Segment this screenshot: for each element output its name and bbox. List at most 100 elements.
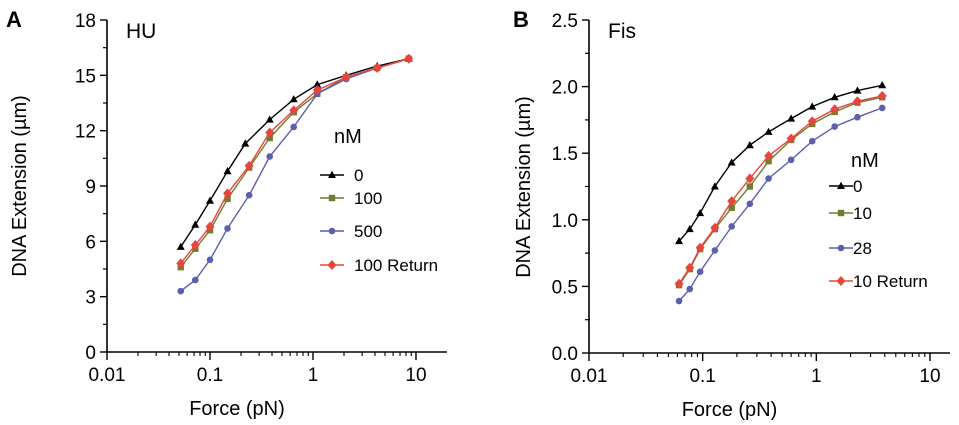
y-axis-title: DNA Extension (µm) bbox=[9, 95, 31, 277]
data-point bbox=[265, 127, 275, 138]
legend-item: 10 bbox=[829, 204, 872, 223]
y-tick-label: 15 bbox=[75, 66, 96, 87]
y-tick-label: 2.5 bbox=[552, 11, 578, 32]
data-point bbox=[710, 182, 719, 190]
data-point bbox=[746, 200, 754, 208]
data-point bbox=[266, 153, 274, 160]
chart-title: HU bbox=[126, 20, 156, 43]
series-line bbox=[678, 95, 883, 285]
y-tick-label: 12 bbox=[75, 122, 96, 143]
series-3 bbox=[674, 90, 887, 289]
data-point bbox=[728, 204, 735, 212]
y-axis-title: DNA Extension (µm) bbox=[513, 96, 535, 278]
legend-label: 500 bbox=[354, 222, 382, 241]
data-point bbox=[190, 240, 200, 251]
legend-item: 0 bbox=[829, 177, 862, 196]
panel-letter: A bbox=[6, 7, 22, 32]
data-point bbox=[245, 191, 253, 199]
panel-a-hu: A HU 0 3 6 9 12 15 18 0.01 0.1 1 10 Force (pN) DNA Ext… bbox=[6, 7, 447, 420]
data-point bbox=[727, 158, 736, 166]
x-axis-title: Force (pN) bbox=[189, 398, 285, 420]
data-point bbox=[695, 242, 705, 253]
data-point bbox=[223, 167, 232, 175]
data-point bbox=[241, 139, 250, 147]
x-tick-label: 0.01 bbox=[571, 366, 608, 387]
data-point bbox=[675, 236, 684, 245]
y-tick-label: 3 bbox=[85, 288, 96, 309]
x-tick-label: 0.1 bbox=[689, 366, 715, 387]
x-tick-label: 10 bbox=[919, 366, 940, 387]
legend: nM 0 100 500 100 Return bbox=[320, 126, 438, 275]
data-point bbox=[176, 258, 186, 269]
series-0 bbox=[176, 54, 413, 250]
y-tick-label: 2.0 bbox=[552, 78, 578, 99]
data-point bbox=[192, 276, 199, 284]
series-2 bbox=[675, 104, 886, 305]
data-point bbox=[745, 173, 755, 184]
data-point bbox=[289, 95, 298, 103]
chart-title: Fis bbox=[608, 20, 636, 43]
data-point bbox=[787, 156, 795, 164]
data-point bbox=[372, 62, 382, 73]
data-point bbox=[244, 160, 254, 171]
x-tick-label: 0.1 bbox=[197, 365, 223, 386]
legend-swatch-marker bbox=[837, 181, 845, 189]
series-line bbox=[678, 107, 883, 302]
legend-title: nM bbox=[851, 150, 879, 172]
panel-letter: B bbox=[513, 7, 529, 32]
data-point bbox=[710, 222, 720, 233]
legend-label: 100 Return bbox=[354, 256, 438, 275]
legend-swatch-marker bbox=[328, 194, 336, 202]
legend-swatch-marker bbox=[328, 170, 336, 178]
y-tick-label: 9 bbox=[85, 177, 96, 198]
data-point bbox=[878, 104, 886, 112]
data-point bbox=[786, 133, 796, 144]
data-point bbox=[711, 247, 719, 254]
data-point bbox=[728, 223, 735, 230]
data-point bbox=[727, 196, 737, 207]
data-point bbox=[830, 93, 839, 101]
data-point bbox=[765, 157, 772, 165]
data-point bbox=[807, 116, 817, 127]
y-tick-label: 6 bbox=[85, 232, 96, 253]
data-point bbox=[685, 224, 694, 233]
data-point bbox=[764, 127, 773, 135]
data-point bbox=[854, 113, 861, 121]
legend-swatch-marker bbox=[837, 209, 845, 217]
data-point bbox=[853, 86, 862, 94]
data-point bbox=[223, 188, 233, 199]
data-point bbox=[312, 85, 322, 96]
y-tick-label: 0.0 bbox=[552, 344, 578, 365]
legend-title: nM bbox=[334, 126, 362, 148]
legend-label: 10 bbox=[853, 204, 872, 223]
legend-item: 28 bbox=[829, 239, 872, 258]
data-point bbox=[265, 115, 274, 123]
data-point bbox=[224, 225, 231, 232]
data-point bbox=[224, 195, 231, 203]
legend-swatch-marker bbox=[837, 244, 845, 252]
data-point bbox=[205, 221, 215, 232]
y-tick-label: 0 bbox=[85, 343, 96, 364]
legend-swatch-marker bbox=[327, 260, 337, 270]
panel-b-fis: B Fis 0.0 0.5 1.0 1.5 2.0 2.5 0.01 0.1 1 10 Force (p… bbox=[513, 7, 950, 421]
legend-label: 100 bbox=[354, 189, 382, 208]
data-point bbox=[696, 208, 705, 217]
data-point bbox=[404, 53, 414, 64]
data-point bbox=[878, 81, 887, 89]
data-point bbox=[808, 102, 817, 110]
data-point bbox=[206, 256, 214, 264]
legend-item: 100 Return bbox=[320, 256, 438, 275]
data-point bbox=[177, 287, 185, 295]
x-tick-label: 0.01 bbox=[89, 365, 126, 386]
data-point bbox=[852, 96, 862, 107]
series-3 bbox=[176, 53, 414, 269]
data-point bbox=[205, 196, 214, 204]
data-point bbox=[808, 137, 816, 145]
legend-item: 0 bbox=[320, 166, 363, 185]
data-point bbox=[686, 285, 694, 293]
data-point bbox=[746, 183, 754, 190]
legend-label: 28 bbox=[853, 239, 872, 258]
legend-swatch-marker bbox=[836, 276, 846, 286]
data-point bbox=[685, 262, 695, 273]
